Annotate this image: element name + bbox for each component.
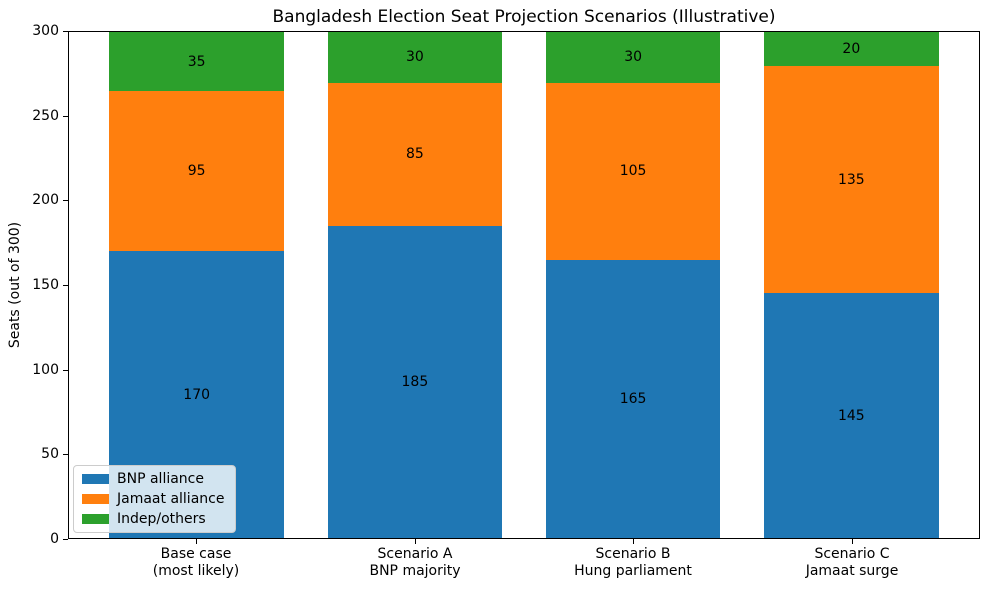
legend-label: BNP alliance xyxy=(117,471,204,487)
y-tick-label: 0 xyxy=(50,531,59,547)
bar-value-label: 95 xyxy=(187,163,206,180)
x-tick-label: Base case (most likely) xyxy=(152,546,240,579)
bar-segment-jamaat-alliance: 135 xyxy=(764,65,939,294)
y-tick-label: 300 xyxy=(32,23,59,39)
y-tick-mark xyxy=(63,454,68,455)
bar-scenario-b: 165 105 30 xyxy=(545,32,721,538)
bars-layer: 170 95 35 185 85 30 165 105 30 145 135 20 xyxy=(69,32,979,538)
legend-label: Indep/others xyxy=(117,511,206,527)
bar-segment-jamaat-alliance: 85 xyxy=(327,82,503,226)
bar-value-label: 135 xyxy=(837,171,865,188)
bar-value-label: 20 xyxy=(842,40,861,57)
legend-item-bnp-alliance: BNP alliance xyxy=(82,471,224,487)
bar-value-label: 165 xyxy=(619,390,647,407)
bar-scenario-a: 185 85 30 xyxy=(327,32,503,538)
x-tick-mark xyxy=(196,539,197,544)
legend-item-indep-others: Indep/others xyxy=(82,511,224,527)
y-tick-mark xyxy=(63,285,68,286)
bar-segment-indep-others: 20 xyxy=(764,32,939,66)
bar-segment-bnp-alliance: 165 xyxy=(545,259,721,538)
bar-value-label: 35 xyxy=(187,53,206,70)
x-tick-label: Scenario B Hung parliament xyxy=(574,546,692,579)
y-tick-label: 250 xyxy=(32,108,59,124)
bar-value-label: 30 xyxy=(624,49,643,66)
x-tick-mark xyxy=(633,539,634,544)
bar-value-label: 170 xyxy=(183,386,211,403)
legend-swatch-indep-others xyxy=(82,514,109,524)
bar-value-label: 85 xyxy=(405,146,424,163)
y-tick-label: 50 xyxy=(41,446,59,462)
y-tick-mark xyxy=(63,116,68,117)
bar-value-label: 185 xyxy=(401,373,429,390)
bar-segment-indep-others: 35 xyxy=(109,32,284,92)
legend: BNP alliance Jamaat alliance Indep/others xyxy=(73,465,237,533)
x-tick-mark xyxy=(852,539,853,544)
x-tick-label: Scenario A BNP majority xyxy=(369,546,461,579)
legend-item-jamaat-alliance: Jamaat alliance xyxy=(82,491,224,507)
bar-segment-bnp-alliance: 185 xyxy=(327,225,503,538)
y-tick-label: 200 xyxy=(32,192,59,208)
plot-area: 170 95 35 185 85 30 165 105 30 145 135 20 BNP allia… xyxy=(68,31,980,539)
bar-segment-indep-others: 30 xyxy=(327,32,503,83)
y-tick-mark xyxy=(63,31,68,32)
y-tick-label: 100 xyxy=(32,362,59,378)
bar-value-label: 105 xyxy=(619,163,647,180)
bar-value-label: 30 xyxy=(405,49,424,66)
y-tick-label: 150 xyxy=(32,277,59,293)
y-tick-mark xyxy=(63,200,68,201)
legend-swatch-jamaat-alliance xyxy=(82,494,109,504)
x-tick-label: Scenario C Jamaat surge xyxy=(805,546,899,579)
y-tick-mark xyxy=(63,370,68,371)
chart-title: Bangladesh Election Seat Projection Scen… xyxy=(272,7,776,27)
bar-segment-indep-others: 30 xyxy=(545,32,721,83)
legend-label: Jamaat alliance xyxy=(117,491,225,507)
bar-segment-jamaat-alliance: 105 xyxy=(545,82,721,260)
x-tick-mark xyxy=(415,539,416,544)
bar-scenario-c: 145 135 20 xyxy=(764,32,939,538)
bar-segment-jamaat-alliance: 95 xyxy=(109,91,284,252)
bar-segment-bnp-alliance: 145 xyxy=(764,293,939,538)
y-tick-mark xyxy=(63,539,68,540)
bar-value-label: 145 xyxy=(837,407,865,424)
bar-base-case: 170 95 35 xyxy=(109,32,284,538)
legend-swatch-bnp-alliance xyxy=(82,474,109,484)
